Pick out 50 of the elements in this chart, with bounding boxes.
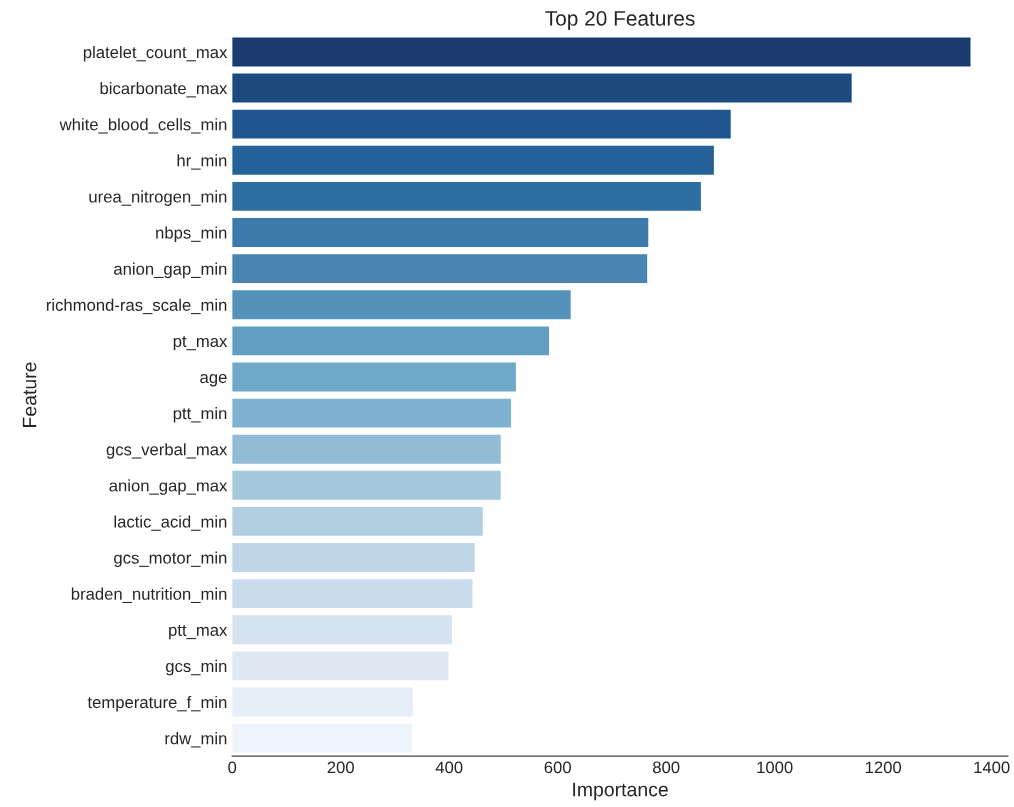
bar [232,326,549,356]
x-tick-label: 800 [652,761,680,774]
x-tick-label: 1000 [757,761,793,774]
bar [232,651,449,681]
y-tick-label: anion_gap_min [114,262,227,279]
bar [232,73,852,103]
y-tick-label: ptt_min [173,407,227,423]
bar [232,434,501,464]
bar [232,362,516,392]
y-tick-label: pt_max [173,336,228,351]
bar [232,37,971,67]
y-tick-label: lactic_acid_min [114,515,227,531]
bar [232,687,413,717]
bar [232,254,648,284]
x-tick-label: 200 [327,761,354,774]
y-tick-label: hr_min [177,154,227,170]
x-tick-label: 1200 [865,761,902,774]
bar [232,398,512,428]
x-axis-title: Importance [573,782,668,801]
x-tick-label: 600 [544,761,571,774]
y-tick-label: gcs_min [165,659,227,676]
bar [232,109,731,139]
bar [232,470,501,500]
y-tick-label: anion_gap_max [109,479,228,495]
y-tick-label: platelet_count_max [83,45,228,62]
x-tick-label: 0 [228,761,237,774]
bar [232,290,571,320]
y-tick-label: rdw_min [165,732,227,748]
bar [232,615,452,645]
y-tick-label: richmond-ras_scale_min [46,298,227,315]
y-axis-title: Feature [22,362,37,427]
y-tick-label: temperature_f_min [87,695,227,712]
y-tick-label: bicarbonate_max [100,82,228,98]
chart-title: Top 20 Features [545,11,695,30]
x-tick-label: 1400 [974,761,1010,774]
bar [232,543,475,572]
y-tick-label: gcs_verbal_max [106,443,228,459]
y-tick-label: ptt_max [169,625,228,640]
y-tick-label: braden_nutrition_min [71,587,227,603]
y-tick-label: white_blood_cells_min [59,118,227,134]
y-tick-label: gcs_motor_min [114,551,227,568]
x-tick-label: 400 [435,761,463,774]
y-tick-label: urea_nitrogen_min [89,190,227,206]
bar [232,181,701,211]
bar [232,145,714,175]
bar [232,506,483,536]
bar [232,218,649,247]
bar [232,579,473,609]
y-tick-label: nbps_min [156,226,227,243]
y-tick-label: age [200,374,227,387]
